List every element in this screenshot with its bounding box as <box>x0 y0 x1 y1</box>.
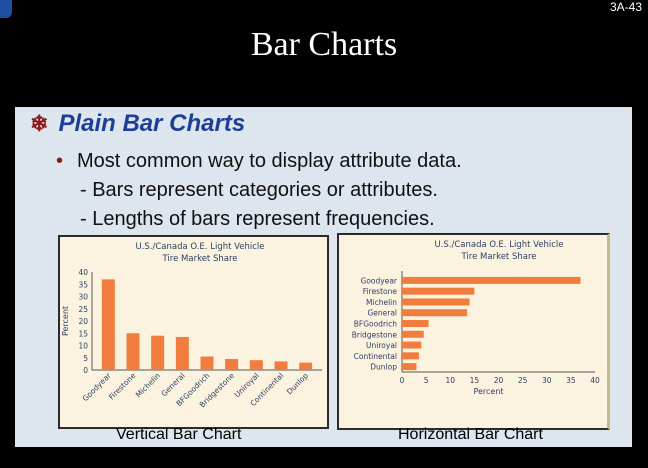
vertical-chart-caption: Vertical Bar Chart <box>116 426 242 443</box>
x-tick-label: 25 <box>518 376 528 385</box>
bar <box>402 298 470 306</box>
bar <box>402 352 419 360</box>
slide-title: Bar Charts <box>250 26 398 63</box>
y-tick-label: General <box>367 309 397 318</box>
horizontal-bar-chart: U.S./Canada O.E. Light Vehicle Tire Marke… <box>337 233 610 430</box>
bar <box>225 358 239 370</box>
bar <box>126 333 140 370</box>
x-axis-label: Percent <box>473 387 503 396</box>
x-tick-label: 15 <box>470 376 480 385</box>
y-tick-label: Goodyear <box>361 276 398 285</box>
bar <box>249 360 263 370</box>
bullet-main: • Most common way to display attribute d… <box>56 147 462 176</box>
bullet-dot-icon: • <box>56 150 64 172</box>
x-tick-label: Firestone <box>107 371 138 402</box>
bar <box>101 279 115 370</box>
y-tick-label: 0 <box>83 366 88 375</box>
x-tick-label: Goodyear <box>81 370 114 403</box>
chart-title-line: U.S./Canada O.E. Light Vehicle <box>434 240 563 250</box>
x-tick-label: 5 <box>424 376 429 385</box>
y-tick-label: 20 <box>78 317 88 326</box>
bar <box>402 287 475 295</box>
chart-title-line: U.S./Canada O.E. Light Vehicle <box>135 242 264 252</box>
x-tick-label: 10 <box>445 376 455 385</box>
vertical-chart-svg: U.S./Canada O.E. Light Vehicle Tire Marke… <box>61 242 322 409</box>
horizontal-chart-caption: Horizontal Bar Chart <box>398 426 543 443</box>
chart-title-line: Tire Market Share <box>461 252 537 262</box>
horizontal-chart-svg: U.S./Canada O.E. Light Vehicle Tire Marke… <box>352 240 600 396</box>
bar <box>402 276 581 284</box>
nav-corner-icon[interactable] <box>0 0 12 18</box>
bar <box>175 336 189 370</box>
bar <box>200 356 214 370</box>
y-tick-label: 15 <box>78 329 88 338</box>
bullet-main-text: Most common way to display attribute dat… <box>77 150 462 172</box>
y-tick-label: 40 <box>78 268 88 277</box>
y-tick-label: 25 <box>78 305 88 314</box>
y-tick-label: Continental <box>354 352 397 361</box>
bar <box>151 335 165 370</box>
y-tick-label: Bridgestone <box>352 330 398 339</box>
y-tick-label: Dunlop <box>370 363 397 372</box>
y-axis-label: Percent <box>61 306 70 336</box>
slide-number: 3A-43 <box>609 0 642 14</box>
bar <box>402 363 417 371</box>
bar <box>299 362 313 370</box>
y-tick-label: BFGoodrich <box>354 320 397 329</box>
x-tick-label: 35 <box>566 376 576 385</box>
y-tick-label: 30 <box>78 293 88 302</box>
y-tick-label: 35 <box>78 280 88 289</box>
y-tick-label: Firestone <box>363 287 398 296</box>
x-tick-label: Michelin <box>134 371 162 399</box>
y-tick-label: Michelin <box>366 298 397 307</box>
x-tick-label: 40 <box>590 376 600 385</box>
x-tick-label: 30 <box>542 376 552 385</box>
subheading: ❄ Plain Bar Charts <box>30 110 245 138</box>
bar <box>402 309 468 317</box>
y-tick-label: Uniroyal <box>366 341 397 350</box>
bar <box>402 330 424 338</box>
vertical-bar-chart: U.S./Canada O.E. Light Vehicle Tire Marke… <box>58 235 329 429</box>
x-tick-label: 0 <box>400 376 405 385</box>
bullet-sub-2: - Lengths of bars represent frequencies. <box>80 208 435 230</box>
snowflake-bullet-icon: ❄ <box>30 111 49 136</box>
x-tick-label: 20 <box>494 376 504 385</box>
chart-title-line: Tire Market Share <box>162 254 238 264</box>
y-tick-label: 10 <box>78 342 88 351</box>
bullet-sub-1: - Bars represent categories or attribute… <box>80 179 438 201</box>
bar <box>402 341 422 349</box>
x-tick-label: Dunlop <box>285 371 310 396</box>
y-tick-label: 5 <box>83 354 88 363</box>
bar <box>402 320 429 327</box>
bar <box>274 361 288 370</box>
subheading-text: Plain Bar Charts <box>58 110 246 137</box>
bullet-list: • Most common way to display attribute d… <box>56 147 462 234</box>
